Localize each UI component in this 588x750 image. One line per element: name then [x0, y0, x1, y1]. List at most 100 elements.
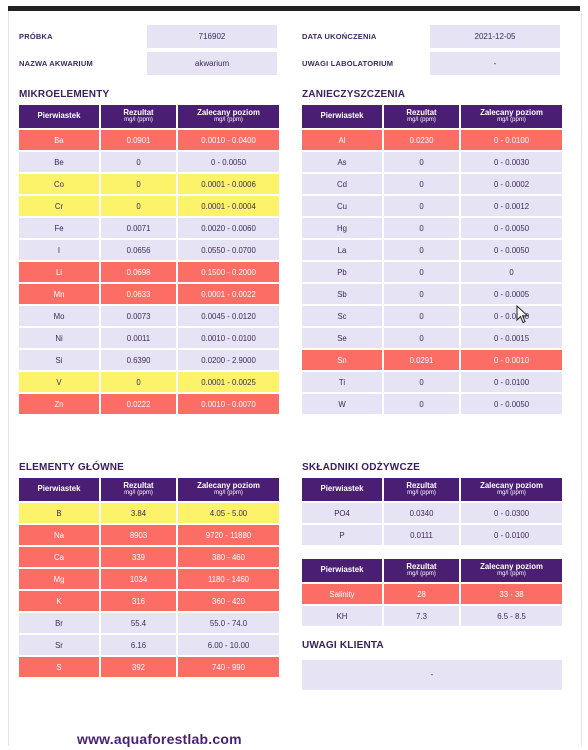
table-row: PO4 0.0340 0 - 0.0300	[302, 503, 562, 523]
col-header-result: Rezultat mg/l (ppm)	[384, 478, 459, 501]
table-row: Li 0.0698 0.1500 - 0.2000	[19, 262, 279, 282]
info-value: 2021-12-05	[430, 25, 560, 48]
cell-result: 316	[101, 591, 176, 611]
cell-element: Mg	[19, 569, 99, 589]
info-right: DATA UKOŃCZENIA 2021-12-05 UWAGI LABOLAT…	[302, 25, 564, 79]
cell-element: Be	[19, 152, 99, 172]
cell-element: P	[302, 525, 382, 545]
cell-result: 0	[101, 152, 176, 172]
col-header-element: Pierwiastek	[302, 478, 382, 501]
table-row: As 0 0 - 0.0030	[302, 152, 562, 172]
cell-result: 0.0071	[101, 218, 176, 238]
cell-recommended: 0.0200 - 2.9000	[178, 350, 279, 370]
table-row: Si 0.6390 0.0200 - 2.9000	[19, 350, 279, 370]
cell-recommended: 0 - 0.0050	[461, 218, 562, 238]
col-header-element: Pierwiastek	[19, 105, 99, 128]
cell-recommended: 0 - 0.0100	[461, 525, 562, 545]
cell-element: I	[19, 240, 99, 260]
cell-result: 0.6390	[101, 350, 176, 370]
table-row: Br 55.4 55.0 - 74.0	[19, 613, 279, 633]
nutrients-section: SKŁADNIKI ODŻYWCZE Pierwiastek Rezultat m…	[302, 462, 564, 690]
cell-result: 7.3	[384, 606, 459, 626]
cell-recommended: 0.0010 - 0.0100	[178, 328, 279, 348]
table-row: Sr 6.16 6.00 - 10.00	[19, 635, 279, 655]
cell-recommended: 0 - 0.0100	[461, 372, 562, 392]
cell-recommended: 9720 - 11880	[178, 525, 279, 545]
cell-recommended: 0.0020 - 0.0060	[178, 218, 279, 238]
cell-recommended: 360 - 420	[178, 591, 279, 611]
cell-element: K	[19, 591, 99, 611]
report-page: PRÓBKA 716902 NAZWA AKWARIUM akwarium DA…	[8, 11, 582, 747]
info-row-lab-notes: UWAGI LABOLATORIUM -	[302, 52, 564, 75]
cell-recommended: 33 - 38	[461, 584, 562, 604]
info-label: PRÓBKA	[19, 32, 53, 41]
cell-element: Mo	[19, 306, 99, 326]
table-row: Pb 0 0	[302, 262, 562, 282]
cell-element: Sr	[19, 635, 99, 655]
micro-section: MIKROELEMENTY Pierwiastek Rezultat mg/l (…	[19, 89, 281, 416]
table-row: Ni 0.0011 0.0010 - 0.0100	[19, 328, 279, 348]
table-row: Ba 0.0901 0.0010 - 0.0400	[19, 130, 279, 150]
cell-recommended: 0 - 0.0012	[461, 196, 562, 216]
main-elements-section: ELEMENTY GŁÓWNE Pierwiastek Rezultat mg/l…	[19, 462, 281, 679]
cell-recommended: 0 - 0.0010	[461, 350, 562, 370]
cell-result: 0	[384, 372, 459, 392]
cell-result: 0.0633	[101, 284, 176, 304]
col-header-result: Rezultat mg/l (ppm)	[384, 105, 459, 128]
info-left: PRÓBKA 716902 NAZWA AKWARIUM akwarium	[19, 25, 281, 79]
cell-result: 339	[101, 547, 176, 567]
cell-element: Si	[19, 350, 99, 370]
cell-element: Mn	[19, 284, 99, 304]
cell-recommended: 0.0010 - 0.0070	[178, 394, 279, 414]
cell-result: 0.0656	[101, 240, 176, 260]
cell-recommended: 740 - 990	[178, 657, 279, 677]
cell-element: Ti	[302, 372, 382, 392]
cell-recommended: 0.0001 - 0.0004	[178, 196, 279, 216]
col-header-element: Pierwiastek	[302, 559, 382, 582]
info-label: NAZWA AKWARIUM	[19, 59, 93, 68]
table-row: Cu 0 0 - 0.0012	[302, 196, 562, 216]
cell-element: Br	[19, 613, 99, 633]
nutrients-table: Pierwiastek Rezultat mg/l (ppm) Zalecany …	[300, 476, 564, 547]
table-row: Al 0.0230 0 - 0.0100	[302, 130, 562, 150]
cell-recommended: 0 - 0.0050	[461, 240, 562, 260]
table-row: Na 8903 9720 - 11880	[19, 525, 279, 545]
footer-website[interactable]: www.aquaforestlab.com	[77, 731, 242, 747]
col-header-recommended: Zalecany poziom mg/l (ppm)	[178, 478, 279, 501]
cell-element: Se	[302, 328, 382, 348]
cell-element: As	[302, 152, 382, 172]
col-header-result: Rezultat mg/l (ppm)	[384, 559, 459, 582]
cell-result: 0.0230	[384, 130, 459, 150]
mouse-cursor-icon	[516, 305, 529, 324]
cell-recommended: 1180 - 1460	[178, 569, 279, 589]
col-header-result: Rezultat mg/l (ppm)	[101, 105, 176, 128]
cell-result: 0.0222	[101, 394, 176, 414]
cell-recommended: 0 - 0.0050	[461, 306, 562, 326]
cell-recommended: 0.0010 - 0.0400	[178, 130, 279, 150]
cell-result: 0	[384, 196, 459, 216]
table-row: Sn 0.0291 0 - 0.0010	[302, 350, 562, 370]
col-header-recommended: Zalecany poziom mg/l (ppm)	[178, 105, 279, 128]
table-row: V 0 0.0001 - 0.0025	[19, 372, 279, 392]
cell-result: 28	[384, 584, 459, 604]
cell-element: Cu	[302, 196, 382, 216]
cell-result: 0	[384, 306, 459, 326]
info-row-completion-date: DATA UKOŃCZENIA 2021-12-05	[302, 25, 564, 48]
cell-recommended: 0 - 0.0100	[461, 130, 562, 150]
pollutants-section: ZANIECZYSZCZENIA Pierwiastek Rezultat mg/…	[302, 89, 564, 416]
col-header-result: Rezultat mg/l (ppm)	[101, 478, 176, 501]
cell-result: 0	[384, 174, 459, 194]
cell-element: PO4	[302, 503, 382, 523]
col-header-recommended: Zalecany poziom mg/l (ppm)	[461, 105, 562, 128]
cell-recommended: 0 - 0.0300	[461, 503, 562, 523]
col-header-element: Pierwiastek	[19, 478, 99, 501]
section-title: SKŁADNIKI ODŻYWCZE	[302, 462, 421, 473]
cell-element: W	[302, 394, 382, 414]
window-top-bar	[8, 6, 580, 11]
cell-element: Hg	[302, 218, 382, 238]
cell-result: 3.84	[101, 503, 176, 523]
cell-element: KH	[302, 606, 382, 626]
cell-result: 1034	[101, 569, 176, 589]
info-value: akwarium	[147, 52, 277, 75]
